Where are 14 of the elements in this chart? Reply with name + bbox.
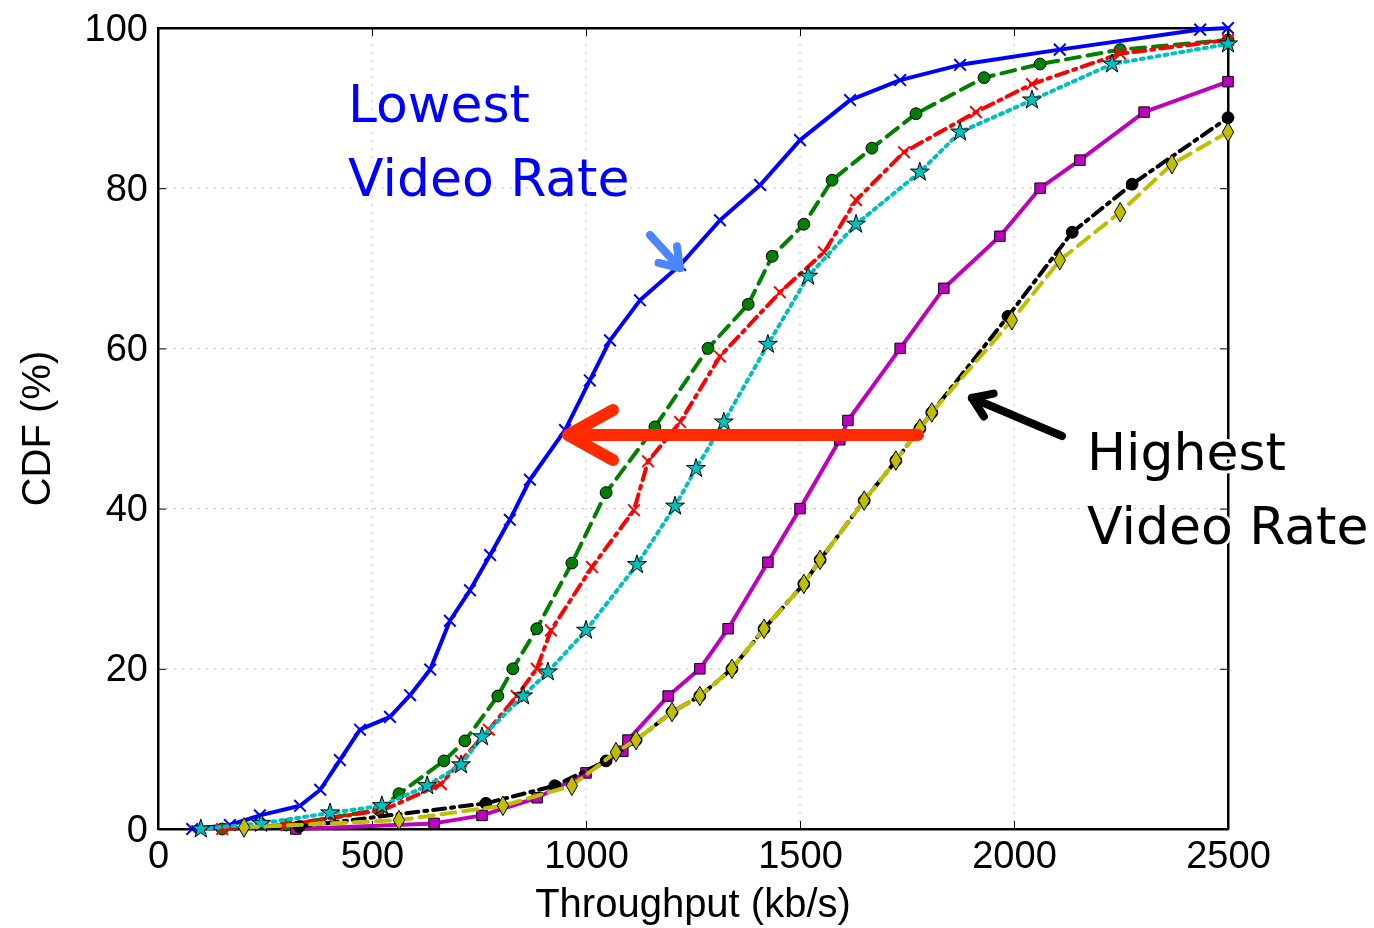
- annotation: Lowest Video Rate: [348, 74, 630, 208]
- y-tick-label: 20: [105, 647, 148, 690]
- y-axis-title: CDF (%): [14, 350, 58, 507]
- x-tick-label: 1500: [758, 833, 843, 876]
- x-tick-label: 2500: [1186, 833, 1271, 876]
- y-tick-label: 0: [126, 807, 148, 850]
- x-tick-label: 2000: [972, 833, 1057, 876]
- y-tick-label: 60: [105, 327, 148, 370]
- y-tick-label: 100: [84, 6, 148, 49]
- x-tick-label: 1000: [544, 833, 629, 876]
- y-tick-label: 40: [105, 487, 148, 530]
- x-axis-title: Throughput (kb/s): [535, 881, 851, 925]
- y-tick-label: 80: [105, 166, 148, 209]
- x-tick-label: 500: [340, 833, 405, 876]
